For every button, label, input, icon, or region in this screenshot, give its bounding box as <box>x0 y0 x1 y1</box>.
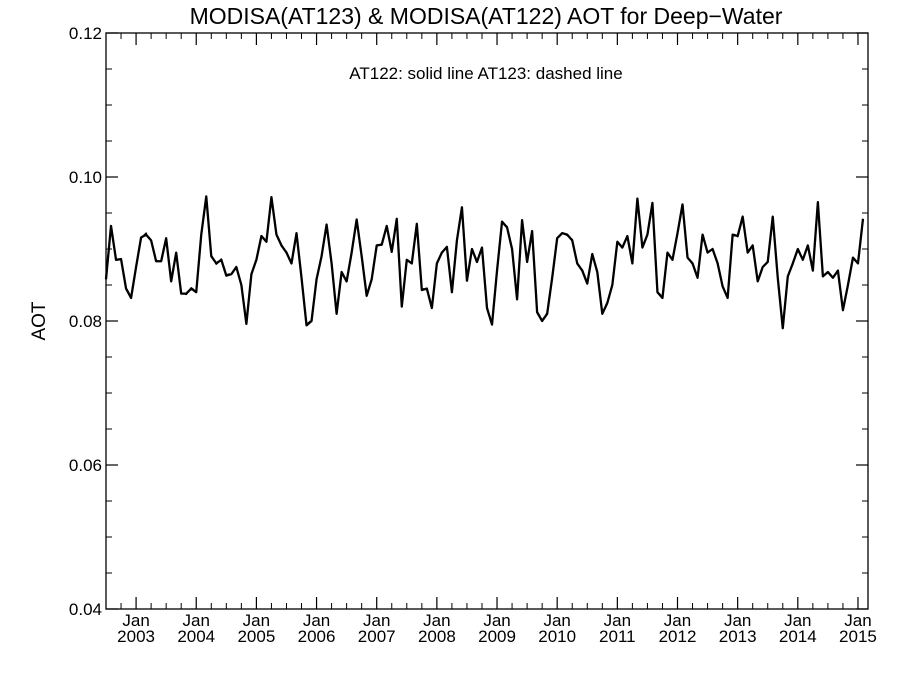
series-line-at123 <box>105 197 864 329</box>
x-tick-month-label: Jan <box>423 611 450 630</box>
series-layer <box>104 195 865 330</box>
x-tick-month-label: Jan <box>724 611 751 630</box>
x-tick-year-label: 2006 <box>298 627 336 646</box>
x-tick-month-label: Jan <box>243 611 270 630</box>
x-tick-month-label: Jan <box>543 611 570 630</box>
y-tick-label: 0.12 <box>69 24 102 43</box>
x-tick-year-label: 2014 <box>779 627 817 646</box>
x-tick-month-label: Jan <box>303 611 330 630</box>
x-tick-year-label: 2010 <box>538 627 576 646</box>
x-tick-month-label: Jan <box>664 611 691 630</box>
x-tick-month-label: Jan <box>604 611 631 630</box>
series-line-at122 <box>104 195 865 330</box>
x-tick-month-label: Jan <box>784 611 811 630</box>
x-tick-year-label: 2005 <box>237 627 275 646</box>
line-style-legend: AT122: solid line AT123: dashed line <box>349 64 622 83</box>
x-tick-year-label: 2012 <box>659 627 697 646</box>
x-tick-month-label: Jan <box>183 611 210 630</box>
x-tick-year-label: 2013 <box>719 627 757 646</box>
x-tick-month-label: Jan <box>363 611 390 630</box>
x-tick-year-label: 2007 <box>358 627 396 646</box>
y-axis: 0.04 0.06 0.08 0.10 0.12 <box>69 24 868 619</box>
y-tick-label: 0.04 <box>69 600 102 619</box>
y-tick-label: 0.06 <box>69 456 102 475</box>
x-tick-month-label: Jan <box>483 611 510 630</box>
x-tick-month-label: Jan <box>122 611 149 630</box>
x-tick-year-label: 2015 <box>839 627 877 646</box>
x-axis: Jan2003Jan2004Jan2005Jan2006Jan2007Jan20… <box>105 33 877 646</box>
y-tick-label: 0.08 <box>69 312 102 331</box>
x-tick-month-label: Jan <box>844 611 871 630</box>
x-tick-year-label: 2004 <box>177 627 215 646</box>
x-tick-year-label: 2009 <box>478 627 516 646</box>
x-tick-year-label: 2011 <box>599 627 636 646</box>
y-tick-label: 0.10 <box>69 168 102 187</box>
x-tick-year-label: 2008 <box>418 627 456 646</box>
y-axis-title: AOT <box>29 301 50 340</box>
chart-title: MODISA(AT123) & MODISA(AT122) AOT for De… <box>190 3 783 29</box>
x-tick-year-label: 2003 <box>117 627 155 646</box>
plot-frame <box>105 32 869 610</box>
